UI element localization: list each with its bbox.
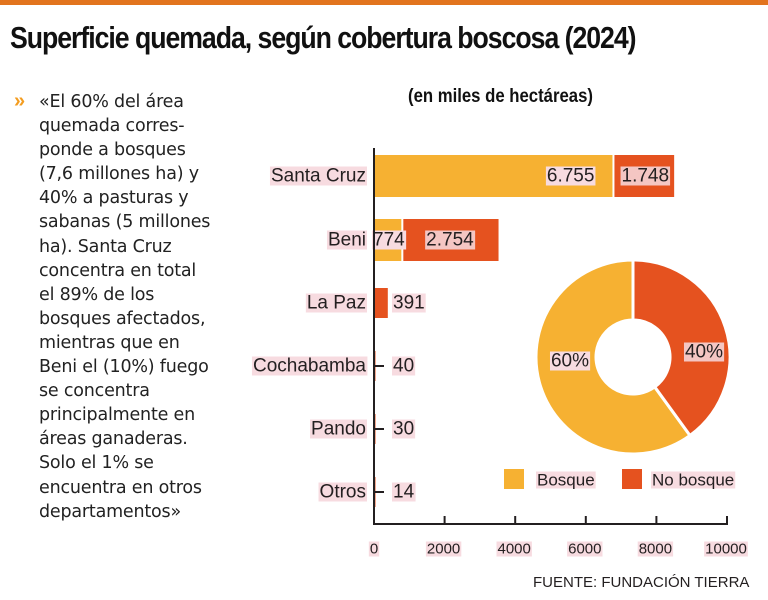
donut-label-bosque-bg <box>549 351 591 371</box>
value-label-bosque: 774 <box>373 230 405 251</box>
category-label-bg <box>305 293 367 313</box>
x-tick-label-bg <box>368 541 380 557</box>
legend-label-bosque-bg <box>536 471 596 489</box>
donut-label-bosque: 60% <box>551 351 589 372</box>
quote-line: departamentos» <box>39 501 181 522</box>
quote-line: (7,6 millones ha) y <box>39 164 199 185</box>
value-label-no-bosque: 1.748 <box>622 166 670 187</box>
value-label-no-bosque-bg <box>392 356 416 376</box>
category-label-bg <box>326 230 367 250</box>
value-label-no-bosque-bg <box>392 419 416 439</box>
quote-line: encuentra en otros <box>39 477 202 498</box>
quote-line: Beni el (10%) fuego <box>39 357 209 378</box>
quote-line: mientras que en <box>39 332 180 353</box>
legend-swatch-bosque <box>504 469 524 489</box>
quote-line: bosques afectados, <box>39 308 206 329</box>
bar-no-bosque <box>374 288 388 318</box>
value-label-bosque: 6.755 <box>547 166 595 187</box>
quote-line: 40% a pasturas y <box>39 188 189 209</box>
x-tick-label: 8000 <box>639 541 672 558</box>
donut-label-no-bosque: 40% <box>685 342 723 363</box>
x-tick-label: 0 <box>370 541 378 558</box>
category-label: Santa Cruz <box>271 166 366 187</box>
value-label-no-bosque: 30 <box>393 419 414 440</box>
value-label-no-bosque: 391 <box>393 293 425 314</box>
quote-line: ponde a bosques <box>39 140 186 161</box>
top-accent-bar <box>0 0 768 5</box>
quote-line: el 89% de los <box>39 284 155 305</box>
quote-line: «El 60% del área <box>39 92 184 112</box>
legend-label-bosque: Bosque <box>537 471 595 490</box>
category-label: La Paz <box>307 293 366 314</box>
value-label-no-bosque-bg <box>425 230 476 250</box>
category-label-bg <box>269 166 367 186</box>
value-label-no-bosque-bg <box>392 293 426 313</box>
legend-swatch-no-bosque <box>622 469 642 489</box>
x-tick-label: 2000 <box>427 541 460 558</box>
double-chevron-right-icon: » <box>14 90 26 112</box>
value-label-bosque-bg <box>545 166 596 186</box>
page-title: Superficie quemada, según cobertura bosc… <box>10 20 637 55</box>
value-label-no-bosque-bg <box>620 166 671 186</box>
quote-line: Solo el 1% se <box>39 453 154 474</box>
category-label: Otros <box>320 482 366 503</box>
chart-subtitle: (en miles de hectáreas) <box>408 86 593 107</box>
quote-line: sabanas (5 millones <box>39 212 211 233</box>
quote-text: «El 60% del área quemada corres-ponde a b… <box>39 90 269 524</box>
x-tick-label-bg <box>496 541 532 557</box>
x-tick-label: 4000 <box>498 541 531 558</box>
quote-line: quemada corres- <box>39 116 185 137</box>
donut-slice-no-bosque <box>631 258 732 438</box>
quote-line: se concentra <box>39 381 150 402</box>
x-tick-label: 10000 <box>705 541 747 558</box>
x-tick-label-bg <box>425 541 462 557</box>
category-label-bg <box>318 482 367 502</box>
value-label-no-bosque-bg <box>392 482 416 502</box>
value-label-no-bosque: 14 <box>393 482 415 503</box>
x-tick-label-bg <box>637 541 674 557</box>
category-label: Pando <box>311 419 366 440</box>
value-label-bosque-bg <box>372 230 407 250</box>
quote-line: ha). Santa Cruz <box>39 236 172 257</box>
legend-label-no-bosque-bg <box>651 471 736 489</box>
donut-label-no-bosque-bg <box>683 342 725 362</box>
quote-line: concentra en total <box>39 260 197 281</box>
category-label-bg <box>251 356 368 376</box>
category-label: Cochabamba <box>253 356 366 377</box>
x-tick-label-bg <box>567 541 603 557</box>
category-label: Beni <box>328 230 366 251</box>
category-label-bg <box>310 419 367 439</box>
donut-slice-bosque <box>534 258 693 456</box>
x-tick-label: 6000 <box>568 541 601 558</box>
quote-line: áreas ganaderas. <box>39 429 188 450</box>
x-tick-label-bg <box>704 541 748 557</box>
quote-line: principalmente en <box>39 405 195 426</box>
source-credit: FUENTE: FUNDACIÓN TIERRA <box>533 574 750 591</box>
value-label-no-bosque: 40 <box>393 356 414 377</box>
legend-label-no-bosque: No bosque <box>652 471 734 490</box>
value-label-no-bosque: 2.754 <box>426 230 474 251</box>
